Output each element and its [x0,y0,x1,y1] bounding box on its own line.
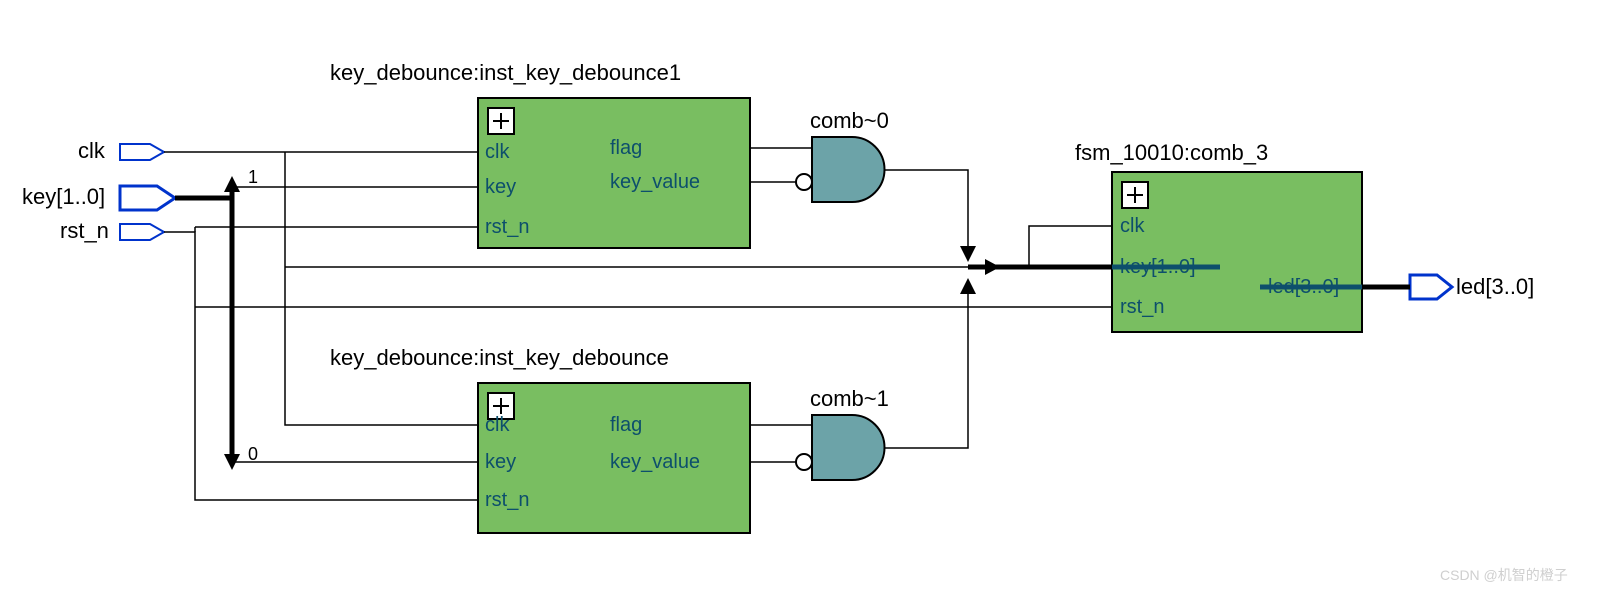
svg-text:key[1..0]: key[1..0] [22,184,105,209]
input-port-key: key[1..0] [22,184,175,210]
input-port-clk: clk [78,138,164,163]
svg-text:led[3..0]: led[3..0] [1456,274,1534,299]
gate-title: comb~0 [810,108,889,133]
and-gate-comb0: comb~0 [796,108,889,202]
port-label-clk: clk [485,414,510,436]
expand-icon[interactable] [488,108,514,134]
block-title: key_debounce:inst_key_debounce1 [330,60,681,85]
port-label-keyvalue: key_value [610,171,700,193]
port-label-key: key [485,176,516,198]
bit-label-0: 0 [248,444,258,464]
svg-text:clk: clk [78,138,106,163]
block-title: key_debounce:inst_key_debounce [330,345,669,370]
port-label-keyvalue: key_value [610,451,700,473]
port-label-rstn: rst_n [485,489,529,511]
port-icon [120,186,175,210]
inverter-bubble-icon [796,454,812,470]
inverter-bubble-icon [796,174,812,190]
rtl-schematic: key_debounce:inst_key_debounce1 clk key … [0,0,1598,592]
input-port-rstn: rst_n [60,218,164,243]
expand-icon[interactable] [1122,182,1148,208]
watermark-text: CSDN @机智的橙子 [1440,567,1568,583]
port-label-rstn: rst_n [485,216,529,238]
block-title: fsm_10010:comb_3 [1075,140,1268,165]
gate-title: comb~1 [810,386,889,411]
block-fsm: fsm_10010:comb_3 clk key[1..0] rst_n led… [1075,140,1362,332]
port-label-key: key [485,451,516,473]
output-port-led: led[3..0] [1410,274,1534,299]
port-label-clk: clk [485,141,510,163]
port-label-rstn: rst_n [1120,296,1164,318]
and-gate-comb1: comb~1 [796,386,889,480]
bit-label-1: 1 [248,167,258,187]
block-key-debounce-1: key_debounce:inst_key_debounce1 clk key … [330,60,750,248]
port-icon [120,144,164,160]
port-icon [120,224,164,240]
net-comb-to-fsm-key [884,170,1112,448]
port-label-flag: flag [610,137,642,159]
port-icon [1410,275,1452,299]
svg-text:rst_n: rst_n [60,218,109,243]
port-label-clk: clk [1120,215,1145,237]
block-key-debounce-0: key_debounce:inst_key_debounce clk key r… [330,345,750,533]
port-label-flag: flag [610,414,642,436]
